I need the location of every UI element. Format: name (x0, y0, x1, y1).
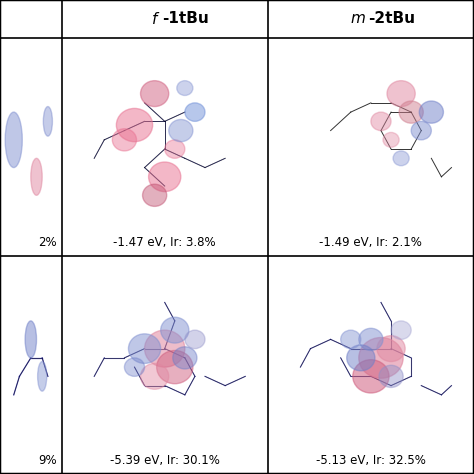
Circle shape (141, 364, 169, 389)
Circle shape (143, 184, 167, 206)
Circle shape (411, 121, 431, 140)
Circle shape (177, 81, 193, 95)
Text: -1tBu: -1tBu (162, 11, 209, 27)
Circle shape (346, 345, 375, 371)
Circle shape (353, 360, 389, 393)
Circle shape (419, 101, 443, 123)
Text: 2%: 2% (38, 236, 57, 249)
Circle shape (383, 132, 399, 147)
Circle shape (377, 336, 405, 362)
Circle shape (391, 321, 411, 339)
Circle shape (43, 107, 53, 136)
Circle shape (185, 330, 205, 349)
Circle shape (5, 112, 22, 168)
Text: -5.13 eV, Ir: 32.5%: -5.13 eV, Ir: 32.5% (316, 454, 426, 467)
Text: $\it{m}$: $\it{m}$ (350, 11, 366, 27)
Text: -5.39 eV, Ir: 30.1%: -5.39 eV, Ir: 30.1% (110, 454, 219, 467)
Circle shape (393, 151, 409, 166)
Circle shape (112, 129, 137, 151)
Circle shape (37, 362, 47, 391)
Circle shape (185, 103, 205, 121)
Circle shape (145, 330, 185, 367)
Text: -1.49 eV, Ir: 2.1%: -1.49 eV, Ir: 2.1% (319, 236, 422, 249)
Circle shape (359, 328, 383, 350)
Circle shape (31, 158, 42, 195)
Circle shape (399, 101, 423, 123)
Circle shape (25, 321, 36, 358)
Circle shape (148, 162, 181, 191)
Text: -1.47 eV, Ir: 3.8%: -1.47 eV, Ir: 3.8% (113, 236, 216, 249)
Circle shape (117, 109, 153, 142)
Circle shape (169, 119, 193, 142)
Text: $\it{f}$: $\it{f}$ (151, 11, 160, 27)
Text: -2tBu: -2tBu (368, 11, 416, 27)
Circle shape (173, 347, 197, 369)
Circle shape (165, 140, 185, 158)
Text: 9%: 9% (38, 454, 57, 467)
Circle shape (359, 337, 403, 378)
Circle shape (341, 330, 361, 349)
Circle shape (156, 350, 193, 384)
Circle shape (371, 112, 391, 131)
Circle shape (128, 334, 161, 364)
Circle shape (141, 81, 169, 107)
Circle shape (387, 81, 415, 107)
Circle shape (379, 365, 403, 387)
Circle shape (124, 358, 145, 376)
Circle shape (161, 317, 189, 343)
